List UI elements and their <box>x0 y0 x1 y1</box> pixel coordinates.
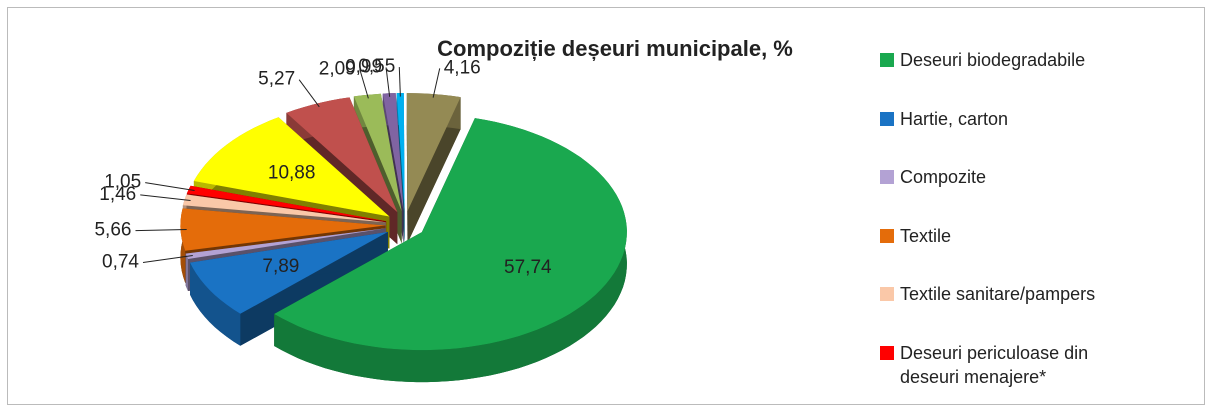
legend-label: Compozite <box>900 167 987 187</box>
leader-line <box>432 68 441 98</box>
leader-line <box>140 194 191 202</box>
data-label: 57,74 <box>504 257 552 278</box>
legend-item: Hartie, carton <box>880 107 1140 166</box>
slice <box>353 93 402 212</box>
legend-item: Textile sanitare/pampers <box>880 282 1140 341</box>
legend-swatch <box>880 53 894 67</box>
slice <box>182 194 386 223</box>
data-label: 5,66 <box>94 220 131 241</box>
slice <box>286 97 398 213</box>
data-label: 5,27 <box>258 69 295 90</box>
legend-swatch <box>880 228 894 243</box>
slice <box>382 93 404 211</box>
data-label: 0,74 <box>102 252 139 273</box>
chart-border <box>7 7 1205 405</box>
slice <box>274 118 627 351</box>
data-label: 10,88 <box>268 163 316 184</box>
slice-wall <box>406 93 408 244</box>
legend-item: Compozite <box>880 165 1140 224</box>
legend-label: Deseuri periculoase din deseuri menajere… <box>900 342 1089 387</box>
legend-label: Hartie, carton <box>900 108 1009 129</box>
slice-side <box>190 262 241 346</box>
data-label: 0,55 <box>358 56 395 77</box>
slice-wall <box>407 97 461 244</box>
legend-item: Deseuri periculoase din deseuri menajere… <box>880 341 1140 400</box>
slice-side <box>274 118 627 383</box>
data-label: 2,09 <box>319 58 356 79</box>
slice <box>193 117 390 217</box>
leader-line <box>142 255 193 263</box>
leader-line <box>385 67 391 97</box>
slice <box>396 93 405 211</box>
data-label: 1,46 <box>99 184 136 205</box>
legend-item: Textile <box>880 224 1140 283</box>
data-label: 7,89 <box>262 256 299 277</box>
legend-swatch <box>880 345 894 360</box>
slices <box>180 93 627 383</box>
leader-line <box>398 67 401 97</box>
legend-label: Textile <box>900 225 952 246</box>
slice <box>186 185 387 222</box>
data-label: 4,16 <box>444 57 481 78</box>
leader-line <box>135 229 187 232</box>
data-label: 0,99 <box>345 56 382 77</box>
leader-line <box>145 182 195 192</box>
legend: Deseuri biodegradabile Hartie, carton Comp… <box>880 48 1140 399</box>
slice <box>190 231 388 314</box>
legend-label: Textile sanitare/pampers <box>900 284 1096 304</box>
legend-item: Deseuri biodegradabile <box>880 48 1140 107</box>
slice <box>185 228 386 259</box>
legend-swatch <box>880 287 894 301</box>
chart-title: Compoziție deșeuri municipale, % <box>437 36 793 61</box>
slice-side <box>185 253 188 291</box>
legend-swatch <box>880 170 894 184</box>
data-label: 1,05 <box>104 172 141 193</box>
legend-swatch <box>880 111 894 126</box>
leader-line <box>359 69 369 99</box>
legend-label: Deseuri biodegradabile <box>900 50 1086 70</box>
slice <box>406 93 461 212</box>
slice <box>180 208 386 251</box>
leader-line <box>298 79 320 108</box>
